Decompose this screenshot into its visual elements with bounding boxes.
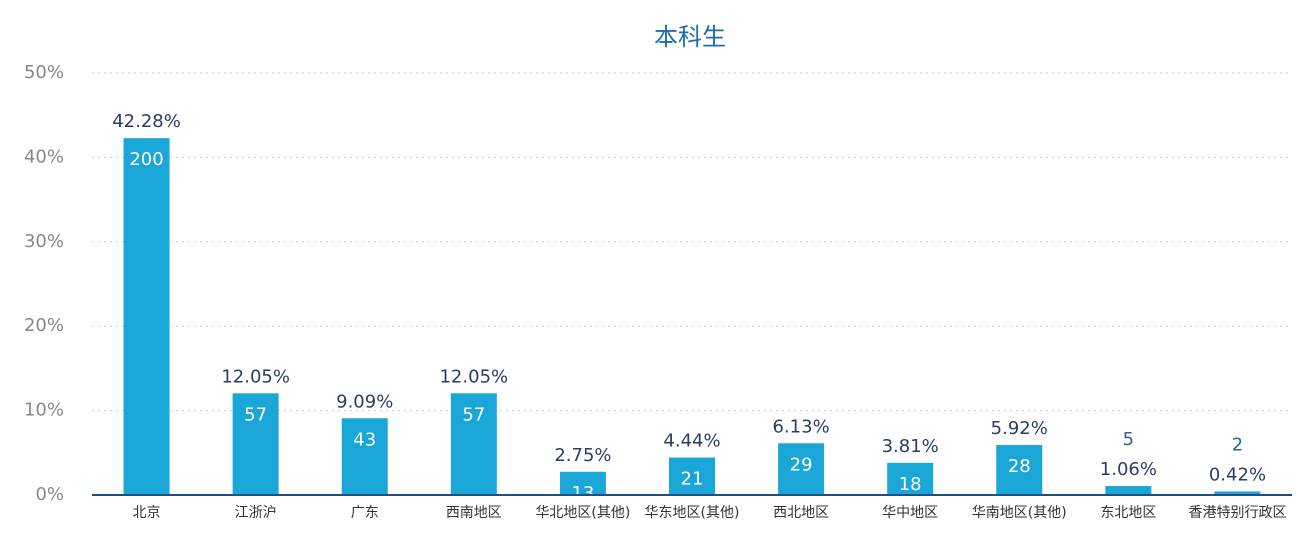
value-label: 1.06%	[1100, 459, 1157, 480]
x-tick-label: 东北地区	[1100, 505, 1156, 521]
bar	[341, 418, 388, 495]
bar	[450, 393, 497, 495]
value-label: 12.05%	[221, 366, 290, 387]
y-tick-label: 30%	[24, 231, 64, 252]
count-label: 43	[353, 429, 376, 450]
bar	[1105, 486, 1152, 495]
count-label: 57	[244, 404, 267, 425]
value-label: 5.92%	[991, 418, 1048, 439]
y-tick-label: 10%	[24, 400, 64, 421]
x-tick-label: 华南地区(其他)	[972, 505, 1067, 521]
value-label: 3.81%	[882, 436, 939, 457]
count-label: 18	[899, 474, 922, 495]
x-tick-label: 江浙沪	[235, 505, 277, 521]
x-tick-label: 西南地区	[446, 505, 502, 521]
x-tick-label: 香港特别行政区	[1188, 505, 1286, 521]
value-label: 2.75%	[554, 445, 611, 466]
bar	[996, 445, 1043, 495]
y-tick-label: 50%	[24, 62, 64, 83]
x-tick-label: 华中地区	[882, 505, 938, 521]
bar	[123, 138, 170, 495]
y-tick-label: 40%	[24, 146, 64, 167]
y-tick-label: 0%	[35, 484, 64, 505]
count-label: 28	[1008, 456, 1031, 477]
count-label: 5	[1123, 429, 1134, 450]
count-label: 29	[790, 454, 813, 475]
count-label: 21	[681, 469, 704, 490]
value-label: 9.09%	[336, 391, 393, 412]
x-tick-label: 华北地区(其他)	[535, 505, 630, 521]
count-label: 13	[571, 483, 594, 504]
y-tick-label: 20%	[24, 315, 64, 336]
x-tick-label: 华东地区(其他)	[645, 505, 740, 521]
bar	[559, 471, 606, 495]
bar	[887, 462, 934, 495]
chart-title: 本科生	[654, 23, 726, 51]
value-label: 12.05%	[439, 366, 508, 387]
count-label: 2	[1232, 434, 1243, 455]
x-tick-label: 广东	[351, 505, 379, 521]
bar	[778, 443, 825, 495]
value-label: 4.44%	[663, 431, 720, 452]
x-tick-label: 北京	[133, 505, 161, 521]
bar	[232, 393, 279, 495]
value-label: 0.42%	[1209, 464, 1266, 485]
value-label: 42.28%	[112, 111, 181, 132]
value-label: 6.13%	[772, 416, 829, 437]
bar	[669, 457, 715, 495]
x-tick-label: 西北地区	[773, 505, 829, 521]
bar	[1214, 491, 1261, 495]
count-label: 57	[462, 404, 485, 425]
count-label: 200	[129, 149, 163, 170]
